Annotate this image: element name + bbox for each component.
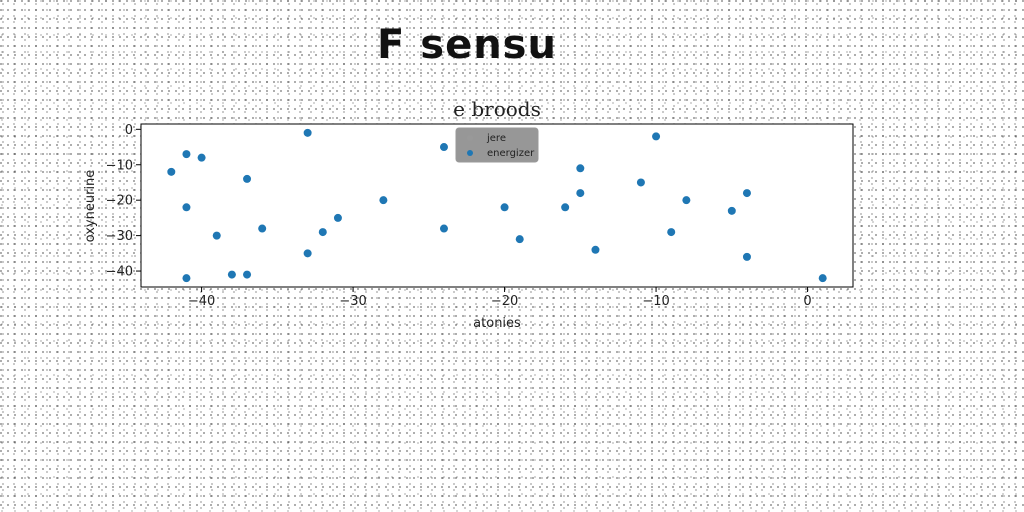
y-tick-label: −30	[106, 229, 133, 244]
y-tick-label: −20	[106, 194, 133, 209]
data-point-energizer	[652, 132, 661, 141]
page-title: F sensu	[377, 22, 557, 68]
x-tick-label: −40	[188, 294, 215, 309]
data-point-energizer	[576, 164, 585, 173]
data-point-energizer	[182, 203, 191, 212]
data-point-energizer	[167, 167, 176, 176]
legend-marker-energizer	[467, 150, 473, 156]
x-tick-label: 0	[803, 294, 811, 309]
data-point-energizer	[439, 143, 448, 152]
data-points	[167, 128, 827, 283]
y-tick-label: −10	[106, 158, 133, 173]
data-point-energizer	[197, 153, 206, 162]
legend-label-jere: jere	[486, 133, 506, 144]
data-point-energizer	[318, 228, 327, 237]
data-point-energizer	[303, 249, 312, 258]
legend-label-energizer: energizer	[487, 148, 535, 159]
data-point-energizer	[182, 274, 191, 283]
data-point-energizer	[742, 189, 751, 198]
data-point-energizer	[303, 128, 312, 137]
data-point-energizer	[682, 196, 691, 205]
data-point-energizer	[591, 245, 600, 254]
legend-box	[455, 127, 539, 163]
x-tick-label: −20	[491, 294, 518, 309]
data-point-energizer	[727, 206, 736, 215]
legend-marker-jere	[467, 135, 473, 141]
y-tick-label: −40	[106, 265, 133, 280]
legend: jere energizer	[455, 127, 539, 163]
data-point-energizer	[243, 270, 252, 279]
data-point-energizer	[379, 196, 388, 205]
data-point-energizer	[500, 203, 509, 212]
y-axis-label: oxyneurine	[83, 170, 98, 243]
x-tick-label: −30	[339, 294, 366, 309]
data-point-energizer	[333, 213, 342, 222]
data-point-energizer	[212, 231, 221, 240]
data-point-energizer	[515, 235, 524, 244]
data-point-energizer	[667, 228, 676, 237]
data-point-energizer	[243, 174, 252, 183]
y-tick-label: 0	[125, 123, 133, 138]
x-tick-label: −10	[642, 294, 669, 309]
chart-title: e broods	[453, 97, 541, 121]
data-point-energizer	[742, 252, 751, 261]
data-point-energizer	[561, 203, 570, 212]
data-point-energizer	[576, 189, 585, 198]
data-point-energizer	[439, 224, 448, 233]
axis-ticks: −40 −30 −20 −10 0 0 −10 −20 −30 −40	[106, 123, 812, 309]
x-axis-label: atonies	[473, 316, 521, 331]
data-point-energizer	[636, 178, 645, 187]
data-point-energizer	[818, 274, 827, 283]
data-point-energizer	[182, 150, 191, 159]
data-point-energizer	[258, 224, 267, 233]
data-point-energizer	[227, 270, 236, 279]
